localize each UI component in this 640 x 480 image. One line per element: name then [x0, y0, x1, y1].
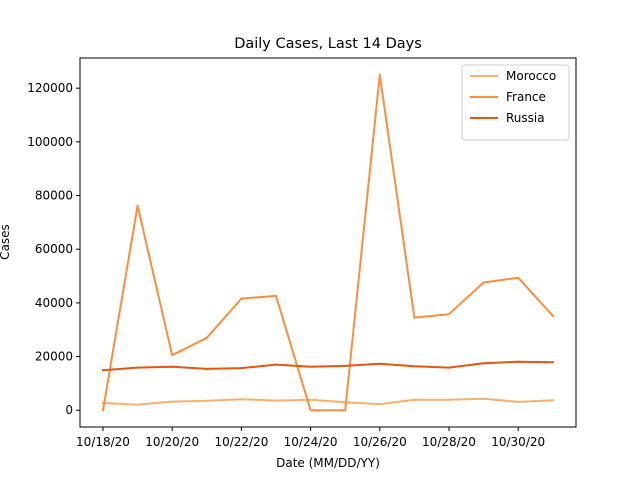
y-axis: 0 20000 40000 60000 80000 100000 120000 — [27, 81, 80, 417]
y-tick-label: 120000 — [27, 81, 73, 95]
y-axis-label: Cases — [0, 224, 12, 260]
series-line-morocco — [101, 397, 554, 406]
y-tick-label: 60000 — [35, 242, 73, 256]
x-tick-label: 10/18/20 — [76, 435, 130, 449]
legend-label-morocco: Morocco — [506, 69, 556, 83]
data-point-morocco — [378, 403, 381, 406]
legend-label-russia: Russia — [506, 111, 545, 125]
data-point-morocco — [517, 400, 520, 403]
data-point-russia — [413, 365, 416, 368]
data-point-russia — [240, 367, 243, 370]
x-axis-label: Date (MM/DD/YY) — [276, 456, 380, 470]
data-point-russia — [378, 362, 381, 365]
data-point-morocco — [413, 398, 416, 401]
data-point-russia — [309, 365, 312, 368]
chart-title: Daily Cases, Last 14 Days — [234, 36, 422, 52]
y-tick-label: 40000 — [35, 296, 73, 310]
data-point-morocco — [240, 398, 243, 401]
y-tick-label: 20000 — [35, 350, 73, 364]
data-point-france — [240, 297, 243, 300]
x-tick-label: 10/28/20 — [422, 435, 476, 449]
data-point-france — [378, 73, 381, 76]
data-point-morocco — [482, 397, 485, 400]
x-tick-label: 10/20/20 — [145, 435, 199, 449]
x-axis: 10/18/20 10/20/20 10/22/20 10/24/20 10/26/20… — [76, 427, 545, 449]
x-tick-label: 10/30/20 — [491, 435, 545, 449]
data-point-russia — [482, 362, 485, 365]
x-tick-label: 10/24/20 — [284, 435, 338, 449]
data-point-russia — [205, 367, 208, 370]
data-point-france — [482, 281, 485, 284]
y-tick-label: 0 — [65, 403, 73, 417]
data-point-russia — [517, 360, 520, 363]
data-point-morocco — [551, 399, 554, 402]
data-point-morocco — [205, 399, 208, 402]
data-point-france — [344, 409, 347, 412]
data-point-france — [517, 276, 520, 279]
plot-area — [101, 73, 555, 412]
data-point-france — [309, 409, 312, 412]
data-point-russia — [344, 364, 347, 367]
data-point-morocco — [309, 398, 312, 401]
data-point-morocco — [171, 400, 174, 403]
data-point-russia — [551, 361, 554, 364]
x-tick-label: 10/26/20 — [353, 435, 407, 449]
data-point-france — [413, 316, 416, 319]
data-point-france — [551, 314, 554, 317]
x-tick-label: 10/22/20 — [214, 435, 268, 449]
data-point-france — [136, 204, 139, 207]
data-point-morocco — [448, 398, 450, 401]
data-point-france — [205, 336, 208, 339]
data-point-russia — [102, 369, 104, 372]
data-point-russia — [275, 363, 277, 366]
data-point-morocco — [275, 399, 277, 402]
y-tick-label: 100000 — [27, 135, 73, 149]
legend: Morocco France Russia — [461, 64, 570, 141]
data-point-france — [171, 354, 174, 357]
series-line-russia — [101, 360, 554, 372]
legend-label-france: France — [506, 90, 546, 104]
legend-box — [461, 64, 570, 141]
data-point-russia — [448, 366, 450, 369]
data-point-france — [448, 313, 450, 316]
data-point-france — [275, 294, 277, 297]
data-point-russia — [171, 365, 174, 368]
data-point-morocco — [136, 403, 139, 406]
series-line-france — [101, 73, 555, 412]
data-point-russia — [136, 366, 139, 369]
axes-frame — [79, 57, 577, 428]
y-tick-label: 80000 — [35, 189, 73, 203]
data-point-france — [102, 409, 104, 412]
